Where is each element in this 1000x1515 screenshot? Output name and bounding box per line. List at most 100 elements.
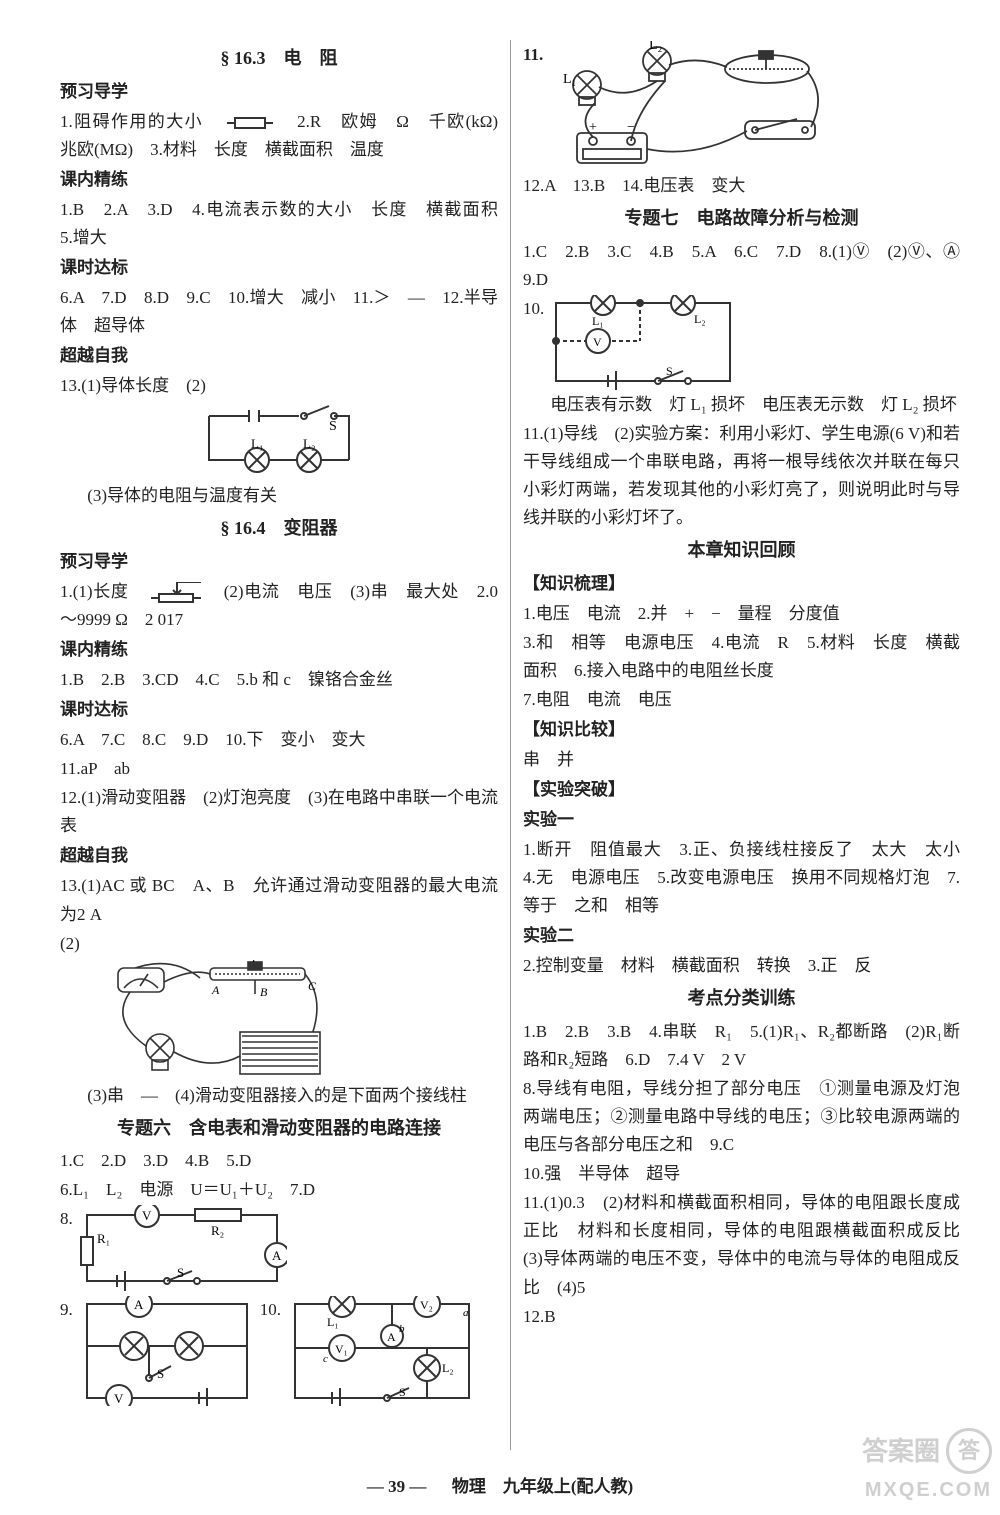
ckt10-b: b bbox=[399, 1323, 405, 1335]
shiyan2-h: 实验二 bbox=[523, 922, 960, 950]
ckt10r-V: V bbox=[593, 335, 602, 349]
ckt13-L1: L₁ bbox=[251, 436, 263, 451]
topic6-title: 专题六 含电表和滑动变阻器的电路连接 bbox=[60, 1114, 498, 1144]
circuit-10r-diagram: L₁ L₂ V S bbox=[548, 295, 738, 390]
shiyan1-h: 实验一 bbox=[523, 806, 960, 834]
right-column: 11. bbox=[510, 40, 960, 1450]
columns: § 16.3 电 阻 预习导学 1.阻碍作用的大小 2.R 欧姆 Ω 千欧(kΩ… bbox=[60, 40, 960, 1450]
shuli-h: 【知识梳理】 bbox=[523, 570, 960, 598]
inclass2-text: 1.B 2.B 3.CD 4.C 5.b 和 c 镍铬合金丝 bbox=[60, 666, 498, 694]
ckt8-R2: R₂ bbox=[211, 1223, 224, 1238]
classtime2-c: 12.(1)滑动变阻器 (2)灯泡亮度 (3)在电路中串联一个电流表 bbox=[60, 784, 498, 840]
tupo-h: 【实验突破】 bbox=[523, 776, 960, 804]
kdfl-title: 考点分类训练 bbox=[523, 984, 960, 1014]
preview2-a: 1.(1)长度 bbox=[60, 582, 146, 601]
beyond2-heading: 超越自我 bbox=[60, 842, 498, 870]
beyond-heading: 超越自我 bbox=[60, 342, 498, 370]
topic7-b1: 电压表有示数 灯 L₁ 损坏 电压表无示数 灯 L₂ 损坏 bbox=[523, 391, 960, 419]
q13b-b-label: (2) bbox=[60, 934, 80, 953]
circuit-13-2-diagram: P A B C bbox=[60, 960, 498, 1080]
footer-page: — 39 — bbox=[367, 1477, 427, 1496]
q13b-b: (2) bbox=[60, 930, 498, 958]
preview2-heading: 预习导学 bbox=[60, 548, 498, 576]
q10r-label: 10. bbox=[523, 295, 544, 323]
shuli-3: 7.电阻 电流 电压 bbox=[523, 686, 960, 714]
ckt8-V: V bbox=[142, 1208, 152, 1223]
topic7-title: 专题七 电路故障分析与检测 bbox=[523, 204, 960, 234]
shuli-1: 1.电压 电流 2.并 + − 量程 分度值 bbox=[523, 600, 960, 628]
ckt10-a: a bbox=[463, 1307, 469, 1319]
ckt8-S: S bbox=[177, 1265, 184, 1280]
classtime2-heading: 课时达标 bbox=[60, 696, 498, 724]
ckt10-c: c bbox=[323, 1353, 328, 1365]
q10-label: 10. bbox=[260, 1296, 281, 1324]
topic7-a: 1.C 2.B 3.C 4.B 5.A 6.C 7.D 8.(1)Ⓥ (2)Ⓥ、… bbox=[523, 238, 960, 294]
q9-label: 9. bbox=[60, 1296, 73, 1324]
circuit-13-diagram: S L₁ L₂ bbox=[60, 402, 498, 480]
footer-text: 物理 九年级上(配人教) bbox=[452, 1477, 633, 1496]
ckt10-V1: V₁ bbox=[335, 1342, 348, 1356]
topic6-a: 1.C 2.D 3.D 4.B 5.D bbox=[60, 1147, 498, 1175]
q13-text-b: (3)导体的电阻与温度有关 bbox=[60, 482, 498, 510]
preview2-text: 1.(1)长度 (2)电流 电压 (3)串 最大处 2.0～9999 Ω 2 0… bbox=[60, 578, 498, 634]
svg-text:A: A bbox=[211, 983, 220, 997]
inclass-heading: 课内精练 bbox=[60, 166, 498, 194]
inclass2-heading: 课内精练 bbox=[60, 636, 498, 664]
svg-text:B: B bbox=[260, 985, 268, 999]
svg-text:C: C bbox=[308, 979, 317, 993]
ckt10-S: S bbox=[399, 1385, 406, 1399]
ckt11-plus: + bbox=[589, 120, 597, 135]
ckt13-S: S bbox=[329, 419, 337, 434]
shiyan2: 2.控制变量 材料 横截面积 转换 3.正 反 bbox=[523, 952, 960, 980]
ckt11-L2: L₂ bbox=[649, 41, 663, 53]
q11-row: 11. bbox=[523, 41, 960, 171]
section-16-3-title: § 16.3 电 阻 bbox=[60, 44, 498, 74]
preview-heading: 预习导学 bbox=[60, 78, 498, 106]
svg-text:P: P bbox=[251, 960, 260, 965]
ckt10-V2: V₂ bbox=[420, 1298, 433, 1312]
rheostat-symbol-icon bbox=[151, 582, 201, 604]
q9-q10-row: 9. bbox=[60, 1296, 498, 1406]
ckt10r-L1: L₁ bbox=[592, 314, 604, 328]
topic6-b: 6.L₁ L₂ 电源 U＝U₁＋U₂ 7.D bbox=[60, 1176, 498, 1204]
kdfl-5: 12.B bbox=[523, 1303, 960, 1331]
ckt13-L2: L₂ bbox=[303, 436, 315, 451]
q8-row: 8. bbox=[60, 1205, 498, 1295]
resistor-symbol-icon bbox=[227, 116, 273, 130]
ckt9-V: V bbox=[114, 1391, 124, 1406]
ckt10-L1: L₁ bbox=[327, 1315, 339, 1329]
ckt9-S: S bbox=[157, 1366, 164, 1381]
ckt10-A: A bbox=[387, 1330, 396, 1344]
q13b-a: 13.(1)AC 或 BC A、B 允许通过滑动变阻器的最大电流为2 A bbox=[60, 872, 498, 928]
line-12-14: 12.A 13.B 14.电压表 变大 bbox=[523, 172, 960, 200]
classtime2-a: 6.A 7.C 8.C 9.D 10.下 变小 变大 bbox=[60, 726, 498, 754]
left-column: § 16.3 电 阻 预习导学 1.阻碍作用的大小 2.R 欧姆 Ω 千欧(kΩ… bbox=[60, 40, 510, 1450]
bijiao-1: 串 并 bbox=[523, 746, 960, 774]
circuit-8-diagram: V R₂ R₁ S A bbox=[77, 1205, 287, 1295]
ckt9-A: A bbox=[134, 1297, 144, 1312]
classtime-heading: 课时达标 bbox=[60, 254, 498, 282]
classtime-text-1: 6.A 7.D 8.D 9.C 10.增大 减小 11.＞ — 12.半导体 超… bbox=[60, 284, 498, 340]
q11-label: 11. bbox=[523, 41, 543, 69]
section-16-4-title: § 16.4 变阻器 bbox=[60, 514, 498, 544]
circuit-11-diagram: L₁ L₂ + − bbox=[547, 41, 827, 171]
kdfl-1: 1.B 2.B 3.B 4.串联 R₁ 5.(1)R₁、R₂都断路 (2)R₁断… bbox=[523, 1018, 960, 1074]
circuit-10-diagram: L₁ V₂ V₁ A L₂ S a b c bbox=[287, 1296, 477, 1406]
topic7-c: 11.(1)导线 (2)实验方案：利用小彩灯、学生电源(6 V)和若干导线组成一… bbox=[523, 420, 960, 532]
kdfl-2: 8.导线有电阻，导线分担了部分电压 ①测量电源及灯泡两端电压；②测量电路中导线的… bbox=[523, 1075, 960, 1159]
footer: — 39 — 物理 九年级上(配人教) bbox=[0, 1473, 1000, 1501]
ckt11-L1: L₁ bbox=[563, 72, 576, 87]
ckt8-R1: R₁ bbox=[97, 1231, 110, 1246]
q13-text-a: 13.(1)导体长度 (2) bbox=[60, 376, 206, 395]
classtime2-b: 11.aP ab bbox=[60, 755, 498, 783]
circuit-9-diagram: A S V bbox=[79, 1296, 254, 1406]
kdfl-3: 10.强 半导体 超导 bbox=[523, 1160, 960, 1188]
ckt11-minus: − bbox=[627, 120, 635, 135]
q13b-c: (3)串 — (4)滑动变阻器接入的是下面两个接线柱 bbox=[60, 1082, 498, 1110]
inclass-text-1: 1.B 2.A 3.D 4.电流表示数的大小 长度 横截面积 5.增大 bbox=[60, 196, 498, 252]
page: § 16.3 电 阻 预习导学 1.阻碍作用的大小 2.R 欧姆 Ω 千欧(kΩ… bbox=[0, 0, 1000, 1515]
kdfl-4: 11.(1)0.3 (2)材料和横截面积相同，导体的电阻跟长度成正比 材料和长度… bbox=[523, 1189, 960, 1301]
preview-text-1: 1.阻碍作用的大小 2.R 欧姆 Ω 千欧(kΩ) 兆欧(MΩ) 3.材料 长度… bbox=[60, 108, 498, 164]
q13-line: 13.(1)导体长度 (2) bbox=[60, 372, 498, 400]
review-title: 本章知识回顾 bbox=[523, 536, 960, 566]
